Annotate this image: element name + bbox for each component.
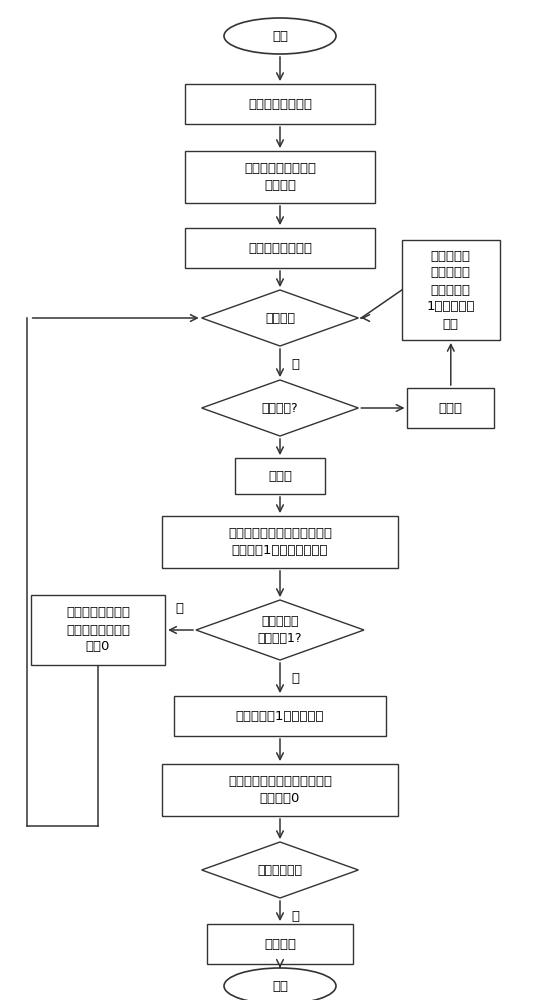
Text: 是: 是: [292, 672, 300, 685]
Polygon shape: [202, 290, 358, 346]
Text: 注册中断处理过程: 注册中断处理过程: [248, 241, 312, 254]
Ellipse shape: [224, 968, 336, 1000]
Text: 否: 否: [175, 601, 183, 614]
FancyBboxPatch shape: [162, 764, 398, 816]
Text: 是否结束采样: 是否结束采样: [258, 863, 302, 876]
Text: 是: 是: [292, 358, 300, 370]
Text: 是: 是: [292, 910, 300, 922]
Text: 输出数据: 输出数据: [264, 938, 296, 950]
Text: 设置脉冲高电平标志，脉冲结
束标志置1，记录到达时间: 设置脉冲高电平标志，脉冲结 束标志置1，记录到达时间: [228, 527, 332, 557]
FancyBboxPatch shape: [185, 151, 375, 203]
Polygon shape: [202, 380, 358, 436]
Ellipse shape: [224, 18, 336, 54]
Text: 开始: 开始: [272, 29, 288, 42]
Text: 下降沿: 下降沿: [439, 401, 463, 414]
Text: 触发中断: 触发中断: [265, 312, 295, 324]
FancyBboxPatch shape: [31, 595, 165, 665]
Text: 上升沿: 上升沿: [268, 470, 292, 483]
Polygon shape: [202, 842, 358, 898]
FancyBboxPatch shape: [408, 388, 494, 428]
Text: 设置低电平
标志，脉冲
开始标志置
1，记录到达
时间: 设置低电平 标志，脉冲 开始标志置 1，记录到达 时间: [427, 249, 475, 330]
FancyBboxPatch shape: [207, 924, 353, 964]
FancyBboxPatch shape: [402, 240, 500, 340]
Text: 设置中断触发条件: 设置中断触发条件: [248, 98, 312, 110]
Text: 脉冲开始标
志是否为1?: 脉冲开始标 志是否为1?: [258, 615, 302, 645]
Text: 触发类型?: 触发类型?: [262, 401, 298, 414]
FancyBboxPatch shape: [174, 696, 386, 736]
Text: 不是同一个脉冲，
丢弃，脉冲结束标
志置0: 不是同一个脉冲， 丢弃，脉冲结束标 志置0: [66, 606, 130, 654]
Text: 将脉冲开始标志和脉冲结束标
志重置为0: 将脉冲开始标志和脉冲结束标 志重置为0: [228, 775, 332, 805]
FancyBboxPatch shape: [185, 84, 375, 124]
Text: 结束: 结束: [272, 980, 288, 992]
Text: 设置用于防抖的中断
延迟时间: 设置用于防抖的中断 延迟时间: [244, 162, 316, 192]
Text: 脉冲计数加1，记录时间: 脉冲计数加1，记录时间: [236, 710, 324, 722]
FancyBboxPatch shape: [162, 516, 398, 568]
FancyBboxPatch shape: [235, 458, 325, 494]
FancyBboxPatch shape: [185, 228, 375, 268]
Polygon shape: [196, 600, 364, 660]
